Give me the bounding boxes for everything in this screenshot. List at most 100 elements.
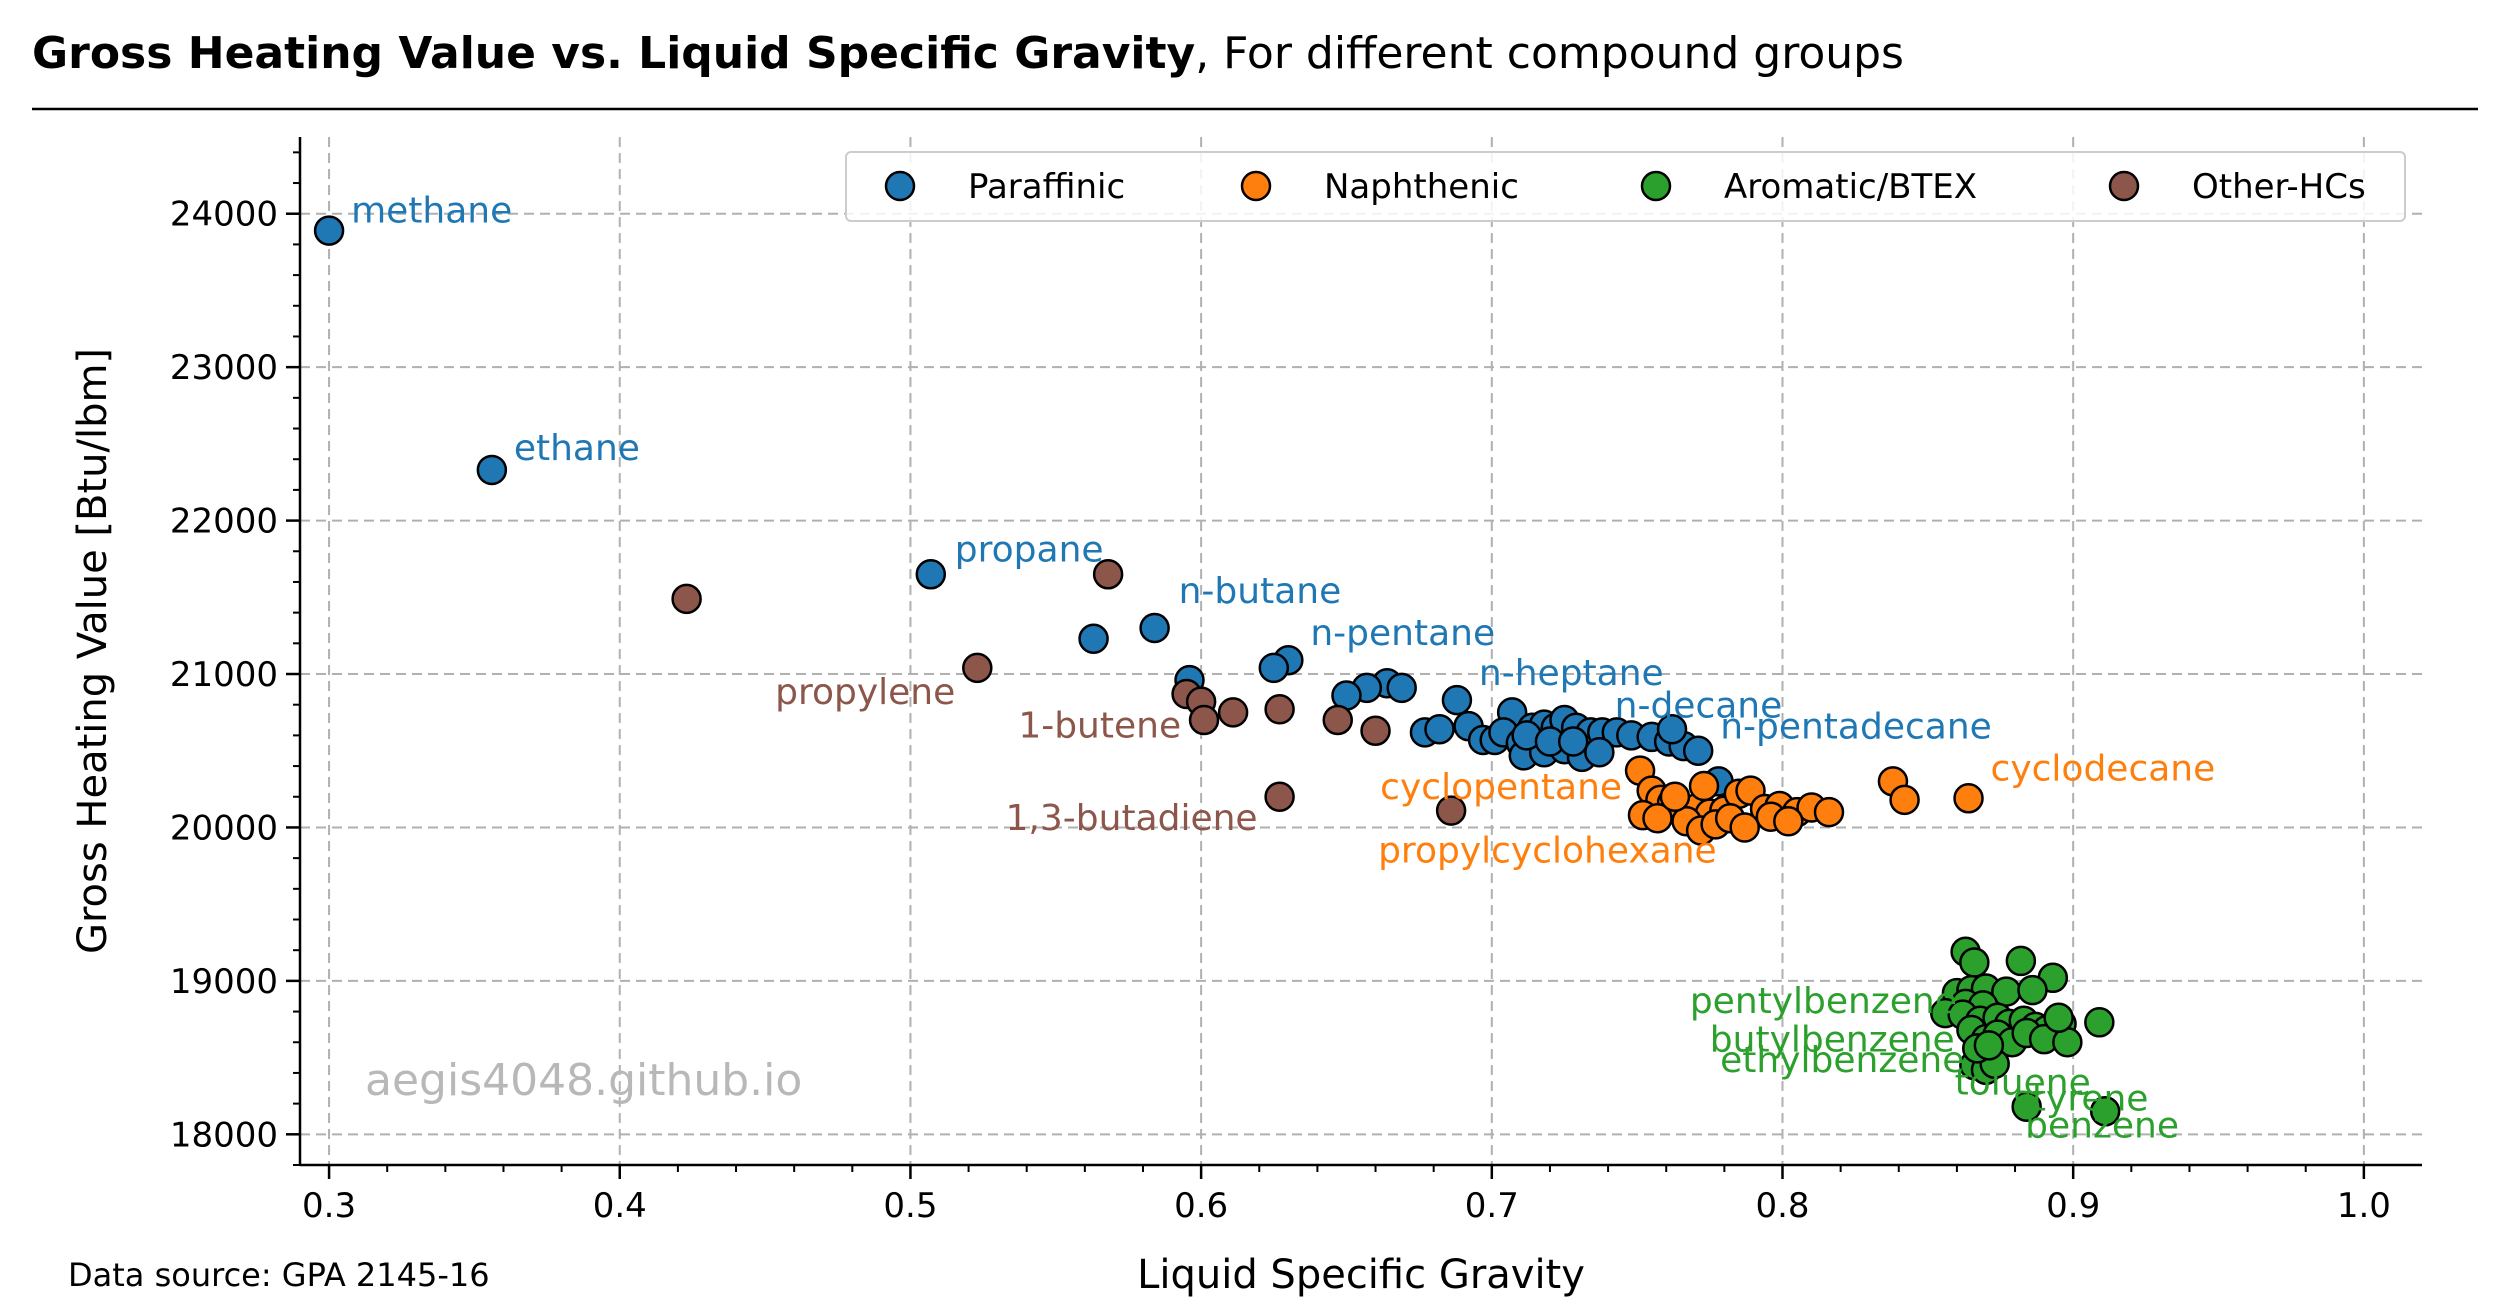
- y-tick-label: 21000: [170, 655, 278, 695]
- data-point: [1813, 796, 1845, 828]
- x-tick-label: 0.7: [1465, 1186, 1519, 1226]
- annotation-pentylbenzene: pentylbenzene: [1690, 981, 1957, 1022]
- series-naphthenic: [1624, 755, 1984, 846]
- data-point: [476, 454, 508, 486]
- x-tick-label: 1.0: [2337, 1186, 2391, 1226]
- data-point: [1092, 559, 1124, 590]
- series-paraffinic: [313, 215, 1734, 797]
- data-point: [2089, 1096, 2121, 1127]
- data-point: [1078, 623, 1109, 654]
- annotation-propylcyclohexane: propylcyclohexane: [1378, 830, 1717, 871]
- y-tick-label: 22000: [170, 502, 278, 542]
- annotation-n-pentane: n-pentane: [1310, 613, 1495, 654]
- data-point: [1264, 781, 1295, 813]
- data-point: [313, 215, 345, 246]
- data-point: [1258, 652, 1290, 684]
- data-point: [1322, 704, 1353, 736]
- data-point: [962, 652, 993, 684]
- legend-frame: [845, 151, 2406, 222]
- chart-title: Gross Heating Value vs. Liquid Specific …: [32, 28, 1904, 79]
- data-point: [1889, 784, 1920, 816]
- annotation-methane: methane: [351, 191, 512, 232]
- legend-item-naphthenic: Naphthenic: [1240, 167, 1519, 207]
- annotation-propylene: propylene: [775, 672, 955, 713]
- data-point: [1584, 737, 1615, 768]
- data-point: [1688, 770, 1720, 802]
- annotation-butylbenzene: butylbenzene: [1710, 1020, 1955, 1061]
- x-tick-label: 0.3: [302, 1186, 356, 1226]
- annotation-1-butene: 1-butene: [1018, 706, 1181, 747]
- annotation-cyclopentane: cyclopentane: [1380, 767, 1622, 808]
- data-point: [1682, 735, 1714, 766]
- point-annotations: methane ethane propane n-butanen-pentanen-h…: [351, 191, 2215, 1147]
- x-tick-label: 0.9: [2046, 1186, 2100, 1226]
- x-tick-label: 0.4: [593, 1186, 647, 1226]
- data-source-note: Data source: GPA 2145-16: [68, 1256, 490, 1294]
- legend-item-other-hcs: Other-HCs: [2108, 167, 2366, 207]
- legend-label: Aromatic/BTEX: [1724, 167, 1977, 207]
- annotation-toluene: toluene: [1955, 1063, 2091, 1104]
- legend-item-aromatic-btex: Aromatic/BTEX: [1640, 167, 1977, 207]
- legend-label: Other-HCs: [2192, 167, 2366, 207]
- legend-marker: [884, 170, 916, 202]
- annotation-benzene: benzene: [2025, 1105, 2179, 1146]
- legend-item-paraffinic: Paraffinic: [884, 167, 1125, 207]
- axes: [298, 137, 2422, 1167]
- x-axis-label: Liquid Specific Gravity: [1137, 1252, 1585, 1298]
- annotation-cyclodecane: cyclodecane: [1991, 748, 2216, 789]
- data-point: [1386, 672, 1417, 704]
- annotation-n-heptane: n-heptane: [1479, 653, 1664, 694]
- legend-marker: [1640, 170, 1672, 202]
- chart-title-bold: Gross Heating Value vs. Liquid Specific …: [32, 28, 1195, 79]
- data-point: [1773, 806, 1804, 837]
- data-point: [2084, 1007, 2115, 1038]
- data-point: [2011, 1091, 2042, 1122]
- data-point: [1441, 684, 1473, 716]
- x-tick-label: 0.5: [883, 1186, 937, 1226]
- data-point: [1959, 947, 1990, 978]
- legend-marker: [2108, 170, 2140, 202]
- annotation-n-butane: n-butane: [1179, 571, 1342, 612]
- y-tick-label: 23000: [170, 348, 278, 388]
- data-point: [1729, 812, 1760, 843]
- annotation-ethylbenzene: ethylbenzene: [1720, 1040, 1964, 1081]
- legend: Paraffinic Naphthenic Aromatic/BTEX Other-H…: [845, 151, 2406, 222]
- y-tick-label: 19000: [170, 962, 278, 1002]
- data-point: [1424, 714, 1455, 745]
- annotation-1-3-butadiene: 1,3-butadiene: [1006, 798, 1258, 839]
- data-point: [2017, 974, 2048, 1006]
- data-point: [1139, 612, 1170, 644]
- data-point: [915, 559, 947, 590]
- data-point: [1973, 1030, 2005, 1061]
- annotation-styrene: styrene: [2013, 1078, 2148, 1119]
- data-point: [1217, 697, 1249, 728]
- ticks: 0.3 0.4 0.5 0.6 0.7 0.8 0.9 1.0 18000 19000 20000 2…: [170, 151, 2391, 1226]
- data-point: [671, 583, 702, 615]
- x-tick-label: 0.6: [1174, 1186, 1228, 1226]
- y-tick-label: 20000: [170, 808, 278, 848]
- data-point: [1557, 726, 1589, 757]
- series-aromatic-btex: [1930, 936, 2121, 1127]
- legend-label: Naphthenic: [1324, 167, 1519, 207]
- data-point: [2043, 1002, 2074, 1033]
- annotation-ethane: ethane: [514, 428, 640, 469]
- data-point: [2005, 945, 2037, 977]
- y-tick-label: 24000: [170, 195, 278, 235]
- legend-marker: [1240, 170, 1272, 202]
- series-other-hcs: [671, 559, 1467, 826]
- annotation-n-decane: n-decane: [1615, 685, 1783, 726]
- data-point: [1953, 783, 1984, 814]
- data-point: [1659, 781, 1691, 813]
- data-points: [313, 215, 2121, 1127]
- chart-title-normal: , For different compound groups: [1195, 28, 1904, 79]
- x-tick-label: 0.8: [1755, 1186, 1809, 1226]
- data-point: [1188, 704, 1220, 736]
- legend-label: Paraffinic: [968, 167, 1125, 207]
- data-point: [1656, 714, 1688, 745]
- data-point: [1264, 694, 1295, 725]
- annotation-n-pentadecane: n-pentadecane: [1720, 707, 1992, 748]
- data-point: [1435, 795, 1467, 826]
- y-tick-label: 18000: [170, 1115, 278, 1155]
- data-point: [1360, 715, 1391, 747]
